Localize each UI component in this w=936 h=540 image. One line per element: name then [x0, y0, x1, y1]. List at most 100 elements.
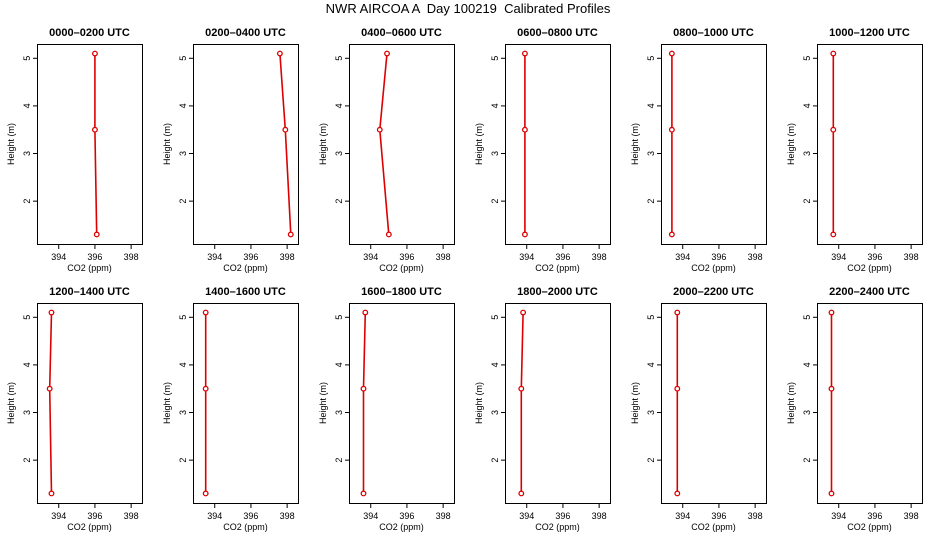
plot-frame [37, 44, 143, 245]
y-tick-label: 5 [802, 315, 812, 320]
y-axis-label: Height (m) [318, 123, 328, 165]
data-point [287, 231, 294, 238]
y-axis-label: Height (m) [6, 123, 16, 165]
x-tick-label: 394 [207, 252, 222, 262]
panel-title: 0400–0600 UTC [361, 27, 442, 39]
plot-frame [505, 303, 611, 504]
y-tick-label: 4 [334, 103, 344, 108]
panel-title: 0000–0200 UTC [49, 27, 130, 39]
x-axis-label: CO2 (ppm) [67, 263, 112, 273]
x-tick-label: 394 [207, 511, 222, 521]
y-tick-label: 2 [646, 458, 656, 463]
x-tick-label: 398 [280, 511, 295, 521]
data-point [830, 126, 837, 133]
x-axis-label: CO2 (ppm) [691, 522, 736, 532]
x-tick-label: 398 [748, 252, 763, 262]
y-tick-label: 3 [178, 410, 188, 415]
data-point [91, 126, 98, 133]
x-axis-label: CO2 (ppm) [379, 263, 424, 273]
data-point [93, 231, 100, 238]
data-point [674, 490, 681, 497]
y-axis-label: Height (m) [162, 123, 172, 165]
plot-frame [37, 303, 143, 504]
x-axis-label: CO2 (ppm) [847, 263, 892, 273]
y-tick-label: 4 [490, 103, 500, 108]
y-tick-label: 2 [490, 199, 500, 204]
y-tick-label: 2 [802, 458, 812, 463]
plot-frame [349, 303, 455, 504]
x-tick-label: 396 [399, 252, 414, 262]
x-axis-label: CO2 (ppm) [535, 522, 580, 532]
y-tick-label: 5 [334, 315, 344, 320]
y-tick-label: 3 [334, 410, 344, 415]
y-tick-label: 2 [646, 199, 656, 204]
profile-line [279, 53, 292, 235]
plot-frame [193, 303, 299, 504]
x-tick-label: 394 [51, 511, 66, 521]
y-tick-label: 3 [802, 410, 812, 415]
data-point [91, 50, 98, 57]
panel-title: 0600–0800 UTC [517, 27, 598, 39]
x-tick-label: 398 [124, 511, 139, 521]
x-tick-label: 394 [675, 252, 690, 262]
y-tick-label: 3 [334, 151, 344, 156]
data-point [48, 309, 55, 316]
y-tick-label: 4 [22, 103, 32, 108]
y-tick-label: 5 [646, 315, 656, 320]
x-tick-label: 396 [243, 252, 258, 262]
x-axis-label: CO2 (ppm) [223, 263, 268, 273]
y-tick-label: 5 [334, 56, 344, 61]
y-tick-label: 5 [178, 315, 188, 320]
data-point [828, 490, 835, 497]
x-tick-label: 396 [87, 511, 102, 521]
y-tick-label: 3 [646, 151, 656, 156]
x-axis-label: CO2 (ppm) [223, 522, 268, 532]
data-point [668, 126, 675, 133]
panel-title: 2000–2200 UTC [673, 286, 754, 298]
data-point [384, 50, 390, 57]
x-tick-label: 394 [363, 252, 378, 262]
y-tick-label: 5 [490, 315, 500, 320]
y-axis-label: Height (m) [474, 123, 484, 165]
y-tick-label: 3 [22, 151, 32, 156]
y-tick-label: 2 [22, 199, 32, 204]
data-point [202, 309, 209, 316]
data-point [376, 126, 383, 133]
data-point [385, 231, 392, 238]
profile-line [520, 312, 524, 494]
y-axis-label: Height (m) [162, 382, 172, 424]
y-axis-label: Height (m) [6, 382, 16, 424]
y-tick-label: 5 [646, 56, 656, 61]
x-axis-label: CO2 (ppm) [379, 522, 424, 532]
x-tick-label: 398 [904, 252, 919, 262]
data-point [202, 490, 209, 497]
x-tick-label: 394 [519, 252, 534, 262]
y-tick-label: 2 [22, 458, 32, 463]
data-point [521, 231, 528, 238]
y-tick-label: 5 [22, 56, 32, 61]
data-point [362, 309, 369, 316]
y-tick-label: 4 [490, 362, 500, 367]
y-tick-label: 3 [178, 151, 188, 156]
y-axis-label: Height (m) [474, 382, 484, 424]
profile-line [94, 53, 98, 235]
x-tick-label: 396 [711, 511, 726, 521]
x-tick-label: 396 [711, 252, 726, 262]
data-point [360, 385, 367, 392]
y-tick-label: 4 [178, 362, 188, 367]
y-tick-label: 3 [22, 410, 32, 415]
x-tick-label: 396 [867, 511, 882, 521]
x-tick-label: 398 [592, 252, 607, 262]
plot-frame [817, 303, 923, 504]
profile-line [378, 53, 390, 235]
y-tick-label: 4 [22, 362, 32, 367]
x-tick-label: 398 [280, 252, 295, 262]
x-tick-label: 394 [675, 511, 690, 521]
y-tick-label: 3 [646, 410, 656, 415]
y-tick-label: 3 [490, 410, 500, 415]
x-tick-label: 396 [555, 511, 570, 521]
plot-frame [349, 44, 455, 245]
data-point [830, 231, 837, 238]
y-tick-label: 4 [178, 103, 188, 108]
